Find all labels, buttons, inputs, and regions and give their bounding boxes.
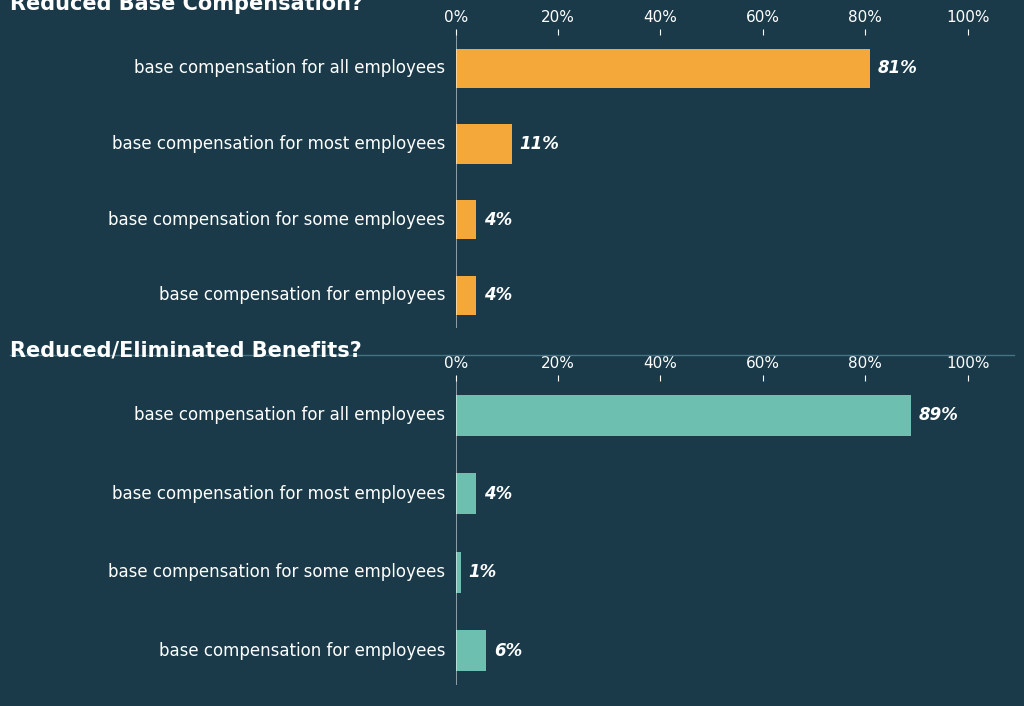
Text: base compensation for most employees: base compensation for most employees	[112, 485, 445, 503]
Text: base compensation for all employees: base compensation for all employees	[134, 407, 445, 424]
Text: Reduced/Eliminated Benefits?: Reduced/Eliminated Benefits?	[10, 340, 362, 360]
Text: 1%: 1%	[469, 563, 497, 581]
Bar	[456, 630, 486, 671]
Text: 6%: 6%	[494, 642, 522, 659]
Bar	[456, 395, 911, 436]
Bar	[456, 275, 476, 315]
Bar	[456, 200, 476, 239]
Bar	[456, 552, 461, 592]
Text: Reduced Base Compensation?: Reduced Base Compensation?	[10, 0, 364, 14]
Text: 4%: 4%	[484, 287, 512, 304]
Bar	[456, 474, 476, 514]
Text: base compensation for some employees: base compensation for some employees	[109, 210, 445, 229]
Text: base compensation for employees: base compensation for employees	[159, 287, 445, 304]
Text: base compensation for most employees: base compensation for most employees	[112, 135, 445, 153]
Bar	[456, 124, 512, 164]
Text: base compensation for employees: base compensation for employees	[159, 642, 445, 659]
Text: 4%: 4%	[484, 210, 512, 229]
Text: base compensation for all employees: base compensation for all employees	[134, 59, 445, 77]
Text: base compensation for some employees: base compensation for some employees	[109, 563, 445, 581]
Bar	[456, 49, 870, 88]
Text: 4%: 4%	[484, 485, 512, 503]
Text: 11%: 11%	[519, 135, 559, 153]
Text: 81%: 81%	[878, 59, 918, 77]
Text: 89%: 89%	[920, 407, 958, 424]
